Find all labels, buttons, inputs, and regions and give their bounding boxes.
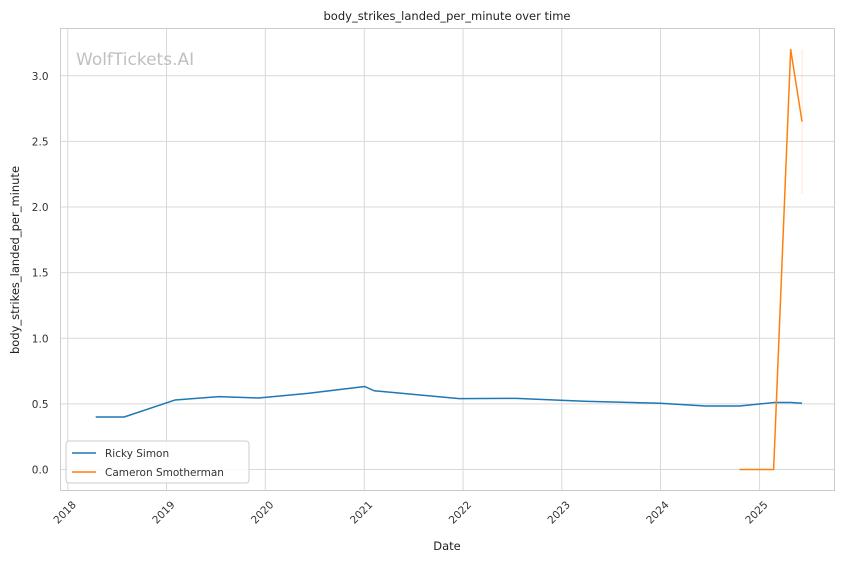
x-tick-label: 2019 <box>150 499 177 526</box>
legend: Ricky Simon Cameron Smotherman <box>65 440 250 484</box>
grid <box>60 28 835 491</box>
legend-label-ricky-simon: Ricky Simon <box>105 448 169 460</box>
y-tick-label: 2.5 <box>32 136 49 148</box>
series-lines <box>95 48 803 471</box>
y-tick-label: 0.5 <box>32 399 49 411</box>
legend-box <box>65 440 250 484</box>
x-axis-label: Date <box>433 539 461 553</box>
y-tick-label: 1.5 <box>32 268 49 280</box>
legend-label-cameron-smotherman: Cameron Smotherman <box>105 467 224 479</box>
y-axis-label: body_strikes_landed_per_minute <box>8 166 22 354</box>
series-line-ricky-simon <box>95 385 803 418</box>
x-tick-label: 2023 <box>545 499 572 526</box>
x-tick-label: 2020 <box>249 499 276 526</box>
y-tick-label: 2.0 <box>32 202 49 214</box>
y-tick-label: 3.0 <box>32 71 49 83</box>
chart-title: body_strikes_landed_per_minute over time <box>324 9 571 23</box>
y-tick-label: 0.0 <box>32 465 49 477</box>
x-tick-label: 2021 <box>348 499 375 526</box>
x-tick-label: 2018 <box>51 499 78 526</box>
watermark: WolfTickets.AI <box>76 50 194 70</box>
y-tick-label: 1.0 <box>32 333 49 345</box>
x-tick-label: 2025 <box>743 499 770 526</box>
series-line-cameron-smotherman <box>739 48 803 471</box>
x-tick-label: 2024 <box>644 499 672 527</box>
plot-frame <box>60 28 835 491</box>
x-tick-label: 2022 <box>447 499 474 526</box>
